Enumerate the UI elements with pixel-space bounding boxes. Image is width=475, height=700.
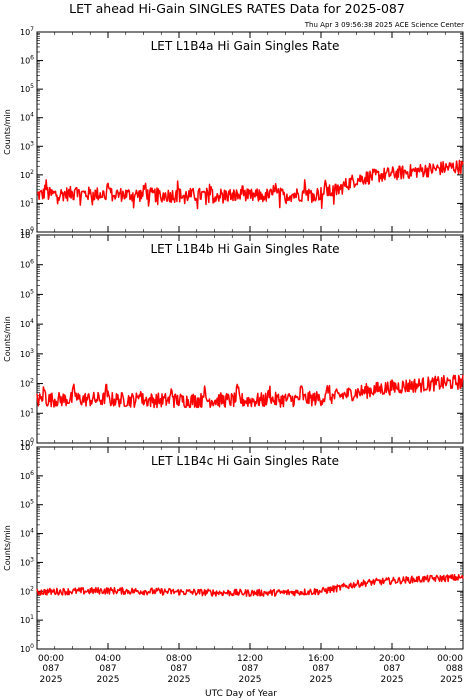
x-tick-label: 04:00 <box>95 654 121 664</box>
y-tick-label: 104 <box>20 318 34 329</box>
x-tick-label: 2025 <box>310 675 333 685</box>
y-axis-label: Counts/min <box>3 316 12 362</box>
x-tick-label: 087 <box>312 664 329 674</box>
x-tick-label: 2025 <box>239 675 262 685</box>
x-tick-label: 087 <box>241 664 258 674</box>
series-line <box>36 374 464 409</box>
x-axis-title: UTC Day of Year <box>205 689 277 699</box>
y-tick-label: 105 <box>20 288 34 299</box>
y-tick-label: 106 <box>20 470 34 481</box>
y-tick-label: 102 <box>20 585 34 596</box>
y-axis-label: Counts/min <box>3 109 12 155</box>
y-tick-label: 101 <box>20 614 34 625</box>
x-tick-label: 00:00 <box>38 654 64 664</box>
y-axis-label: Counts/min <box>3 525 12 571</box>
panels: LET L1B4a Hi Gain Singles Rate Counts/min… <box>3 26 464 685</box>
panel-frame <box>36 446 464 650</box>
x-tick-label: 2025 <box>381 675 404 685</box>
y-tick-label: 100 <box>20 226 34 237</box>
panel-frame <box>36 234 464 444</box>
panel-title: LET L1B4c Hi Gain Singles Rate <box>151 454 339 468</box>
x-tick-label: 20:00 <box>379 654 405 664</box>
x-tick-label: 087 <box>170 664 187 674</box>
y-tick-label: 103 <box>20 556 34 567</box>
x-tick-label: 12:00 <box>237 654 263 664</box>
x-tick-label: 2025 <box>440 675 463 685</box>
x-tick-label: 087 <box>383 664 400 674</box>
y-tick-label: 104 <box>20 528 34 539</box>
y-tick-label: 103 <box>20 140 34 151</box>
series-line <box>36 159 464 210</box>
x-tick-label: 16:00 <box>308 654 334 664</box>
x-tick-label: 08:00 <box>166 654 192 664</box>
timestamp: Thu Apr 3 09:56:38 2025 ACE Science Cent… <box>304 21 464 29</box>
y-tick-label: 105 <box>20 83 34 94</box>
series-line <box>36 573 464 597</box>
x-tick-label: 088 <box>446 664 463 674</box>
y-tick-label: 107 <box>20 441 34 452</box>
y-tick-label: 105 <box>20 499 34 510</box>
y-tick-label: 102 <box>20 378 34 389</box>
y-tick-label: 104 <box>20 112 34 123</box>
x-tick-label: 087 <box>99 664 116 674</box>
page-title: LET ahead Hi-Gain SINGLES RATES Data for… <box>69 1 405 16</box>
y-tick-label: 107 <box>20 229 34 240</box>
y-tick-label: 102 <box>20 169 34 180</box>
y-tick-label: 100 <box>20 643 34 654</box>
y-tick-label: 101 <box>20 407 34 418</box>
y-tick-label: 103 <box>20 348 34 359</box>
x-tick-label: 2025 <box>40 675 63 685</box>
y-tick-label: 106 <box>20 55 34 66</box>
panel-title: LET L1B4b Hi Gain Singles Rate <box>150 242 339 256</box>
x-tick-label: 2025 <box>168 675 191 685</box>
panel-frame <box>36 31 464 233</box>
y-tick-label: 101 <box>20 197 34 208</box>
y-tick-label: 100 <box>20 437 34 448</box>
panel-title: LET L1B4a Hi Gain Singles Rate <box>151 39 340 53</box>
x-tick-label: 2025 <box>97 675 120 685</box>
x-tick-label: 00:00 <box>437 654 463 664</box>
y-tick-label: 107 <box>20 26 34 37</box>
x-tick-label: 087 <box>42 664 59 674</box>
y-tick-label: 106 <box>20 259 34 270</box>
